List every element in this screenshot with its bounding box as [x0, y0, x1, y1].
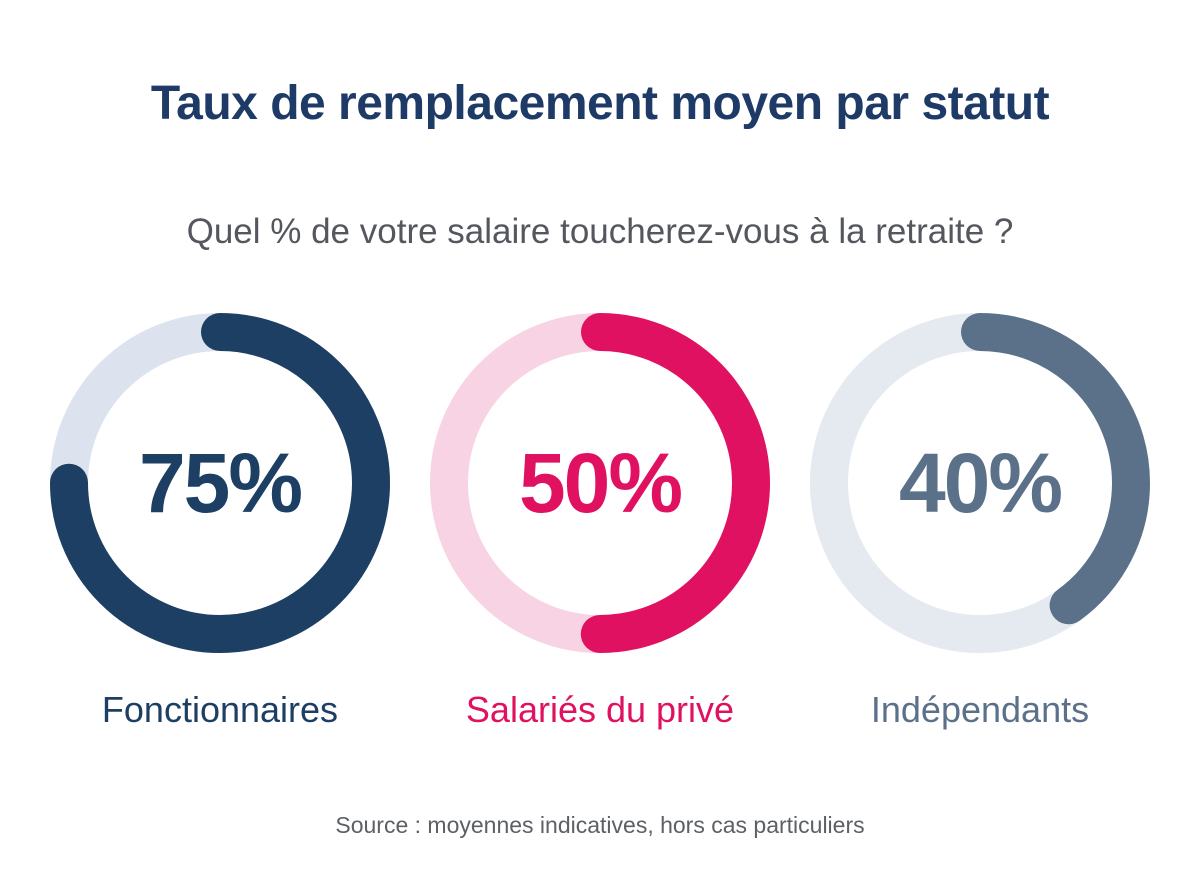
source-note: Source : moyennes indicatives, hors cas …	[335, 812, 865, 838]
donut-value: 40%	[898, 435, 1063, 530]
donut-arc	[430, 313, 770, 653]
donut-chart-independants: 40% Indépendants	[790, 313, 1170, 731]
donut-label: Indépendants	[870, 689, 1090, 730]
donut-ring: 40%	[810, 313, 1150, 653]
donut-arc	[810, 313, 1150, 653]
donut-value: 75%	[138, 435, 303, 530]
donut-ring: 75%	[50, 313, 390, 653]
donut-chart-salaries-du-prive: 50% Salariés du privé	[410, 313, 790, 731]
donut-label: Fonctionnaires	[101, 689, 339, 730]
donut-label: Salariés du privé	[465, 689, 735, 730]
donut-arc	[50, 313, 390, 653]
donut-svg	[810, 313, 1150, 653]
donut-chart-fonctionnaires: 75% Fonctionnaires	[30, 313, 410, 731]
chart-title: Taux de remplacement moyen par statut	[150, 77, 1050, 130]
donut-ring: 50%	[430, 313, 770, 653]
donut-row: 75% Fonctionnaires 50% Salariés du privé…	[30, 313, 1170, 731]
donut-svg	[430, 313, 770, 653]
donut-value: 50%	[518, 435, 683, 530]
donut-svg	[50, 313, 390, 653]
chart-subtitle: Quel % de votre salaire toucherez-vous à…	[186, 212, 1014, 251]
